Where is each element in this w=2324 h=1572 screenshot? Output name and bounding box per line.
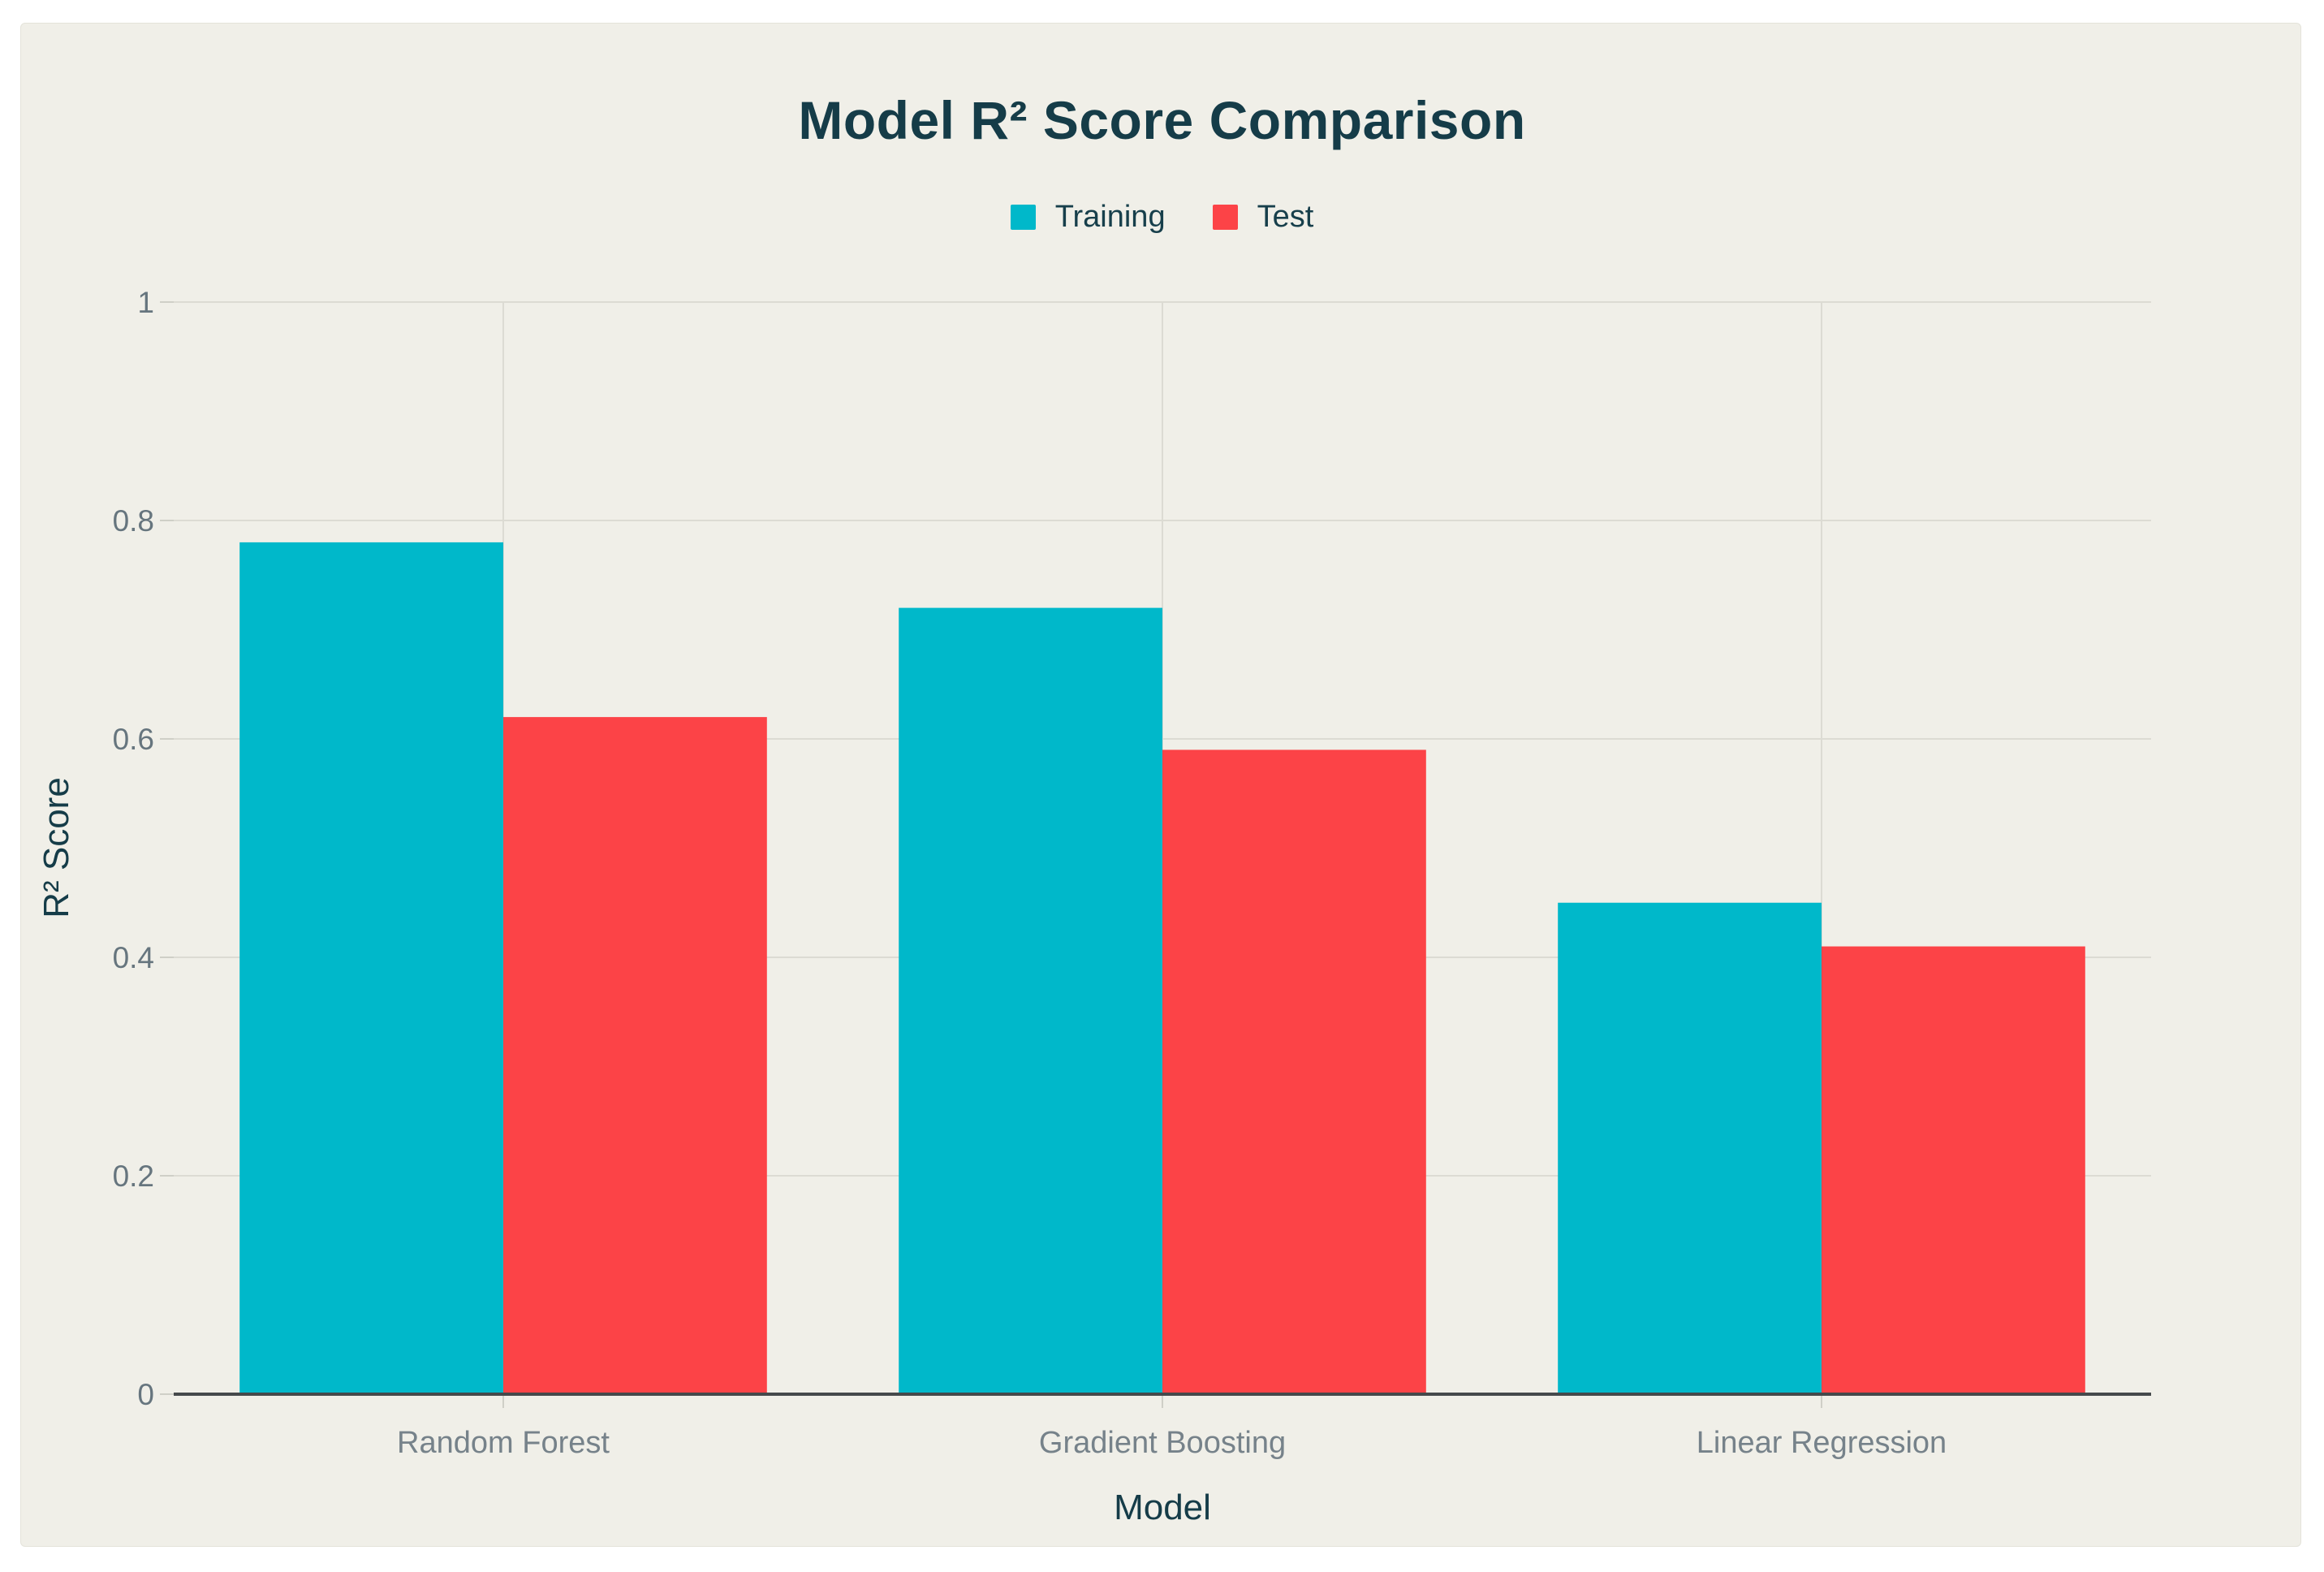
- chart-title: Model R² Score Comparison: [798, 90, 1526, 150]
- y-tick-label-0.8: 0.8: [113, 504, 154, 538]
- legend-swatch-test: [1212, 205, 1238, 230]
- bar-test-linear-regression[interactable]: [1822, 946, 2085, 1394]
- y-tick-label-0: 0: [137, 1378, 154, 1411]
- x-axis-title: Model: [1114, 1488, 1211, 1527]
- bar-training-gradient-boosting[interactable]: [899, 607, 1162, 1394]
- bar-training-random-forest[interactable]: [239, 542, 503, 1394]
- legend: Training Test: [0, 200, 2324, 235]
- legend-item-training[interactable]: Training: [1010, 200, 1166, 235]
- bar-test-gradient-boosting[interactable]: [1162, 749, 1426, 1394]
- legend-item-test[interactable]: Test: [1212, 200, 1314, 235]
- legend-label-test: Test: [1257, 200, 1314, 234]
- y-tick-label-0.6: 0.6: [113, 723, 154, 756]
- bar-test-random-forest[interactable]: [503, 717, 767, 1394]
- x-tick-label-random-forest: Random Forest: [397, 1426, 610, 1460]
- y-tick-label-0.2: 0.2: [113, 1160, 154, 1193]
- legend-swatch-training: [1010, 205, 1036, 230]
- x-tick-label-gradient-boosting: Gradient Boosting: [1039, 1426, 1286, 1460]
- y-tick-label-1: 1: [137, 286, 154, 319]
- x-tick-label-linear-regression: Linear Regression: [1697, 1426, 1947, 1460]
- y-tick-label-0.4: 0.4: [113, 941, 154, 974]
- bar-training-linear-regression[interactable]: [1558, 902, 1822, 1394]
- legend-label-training: Training: [1054, 200, 1166, 234]
- y-axis-title: R² Score: [37, 777, 76, 918]
